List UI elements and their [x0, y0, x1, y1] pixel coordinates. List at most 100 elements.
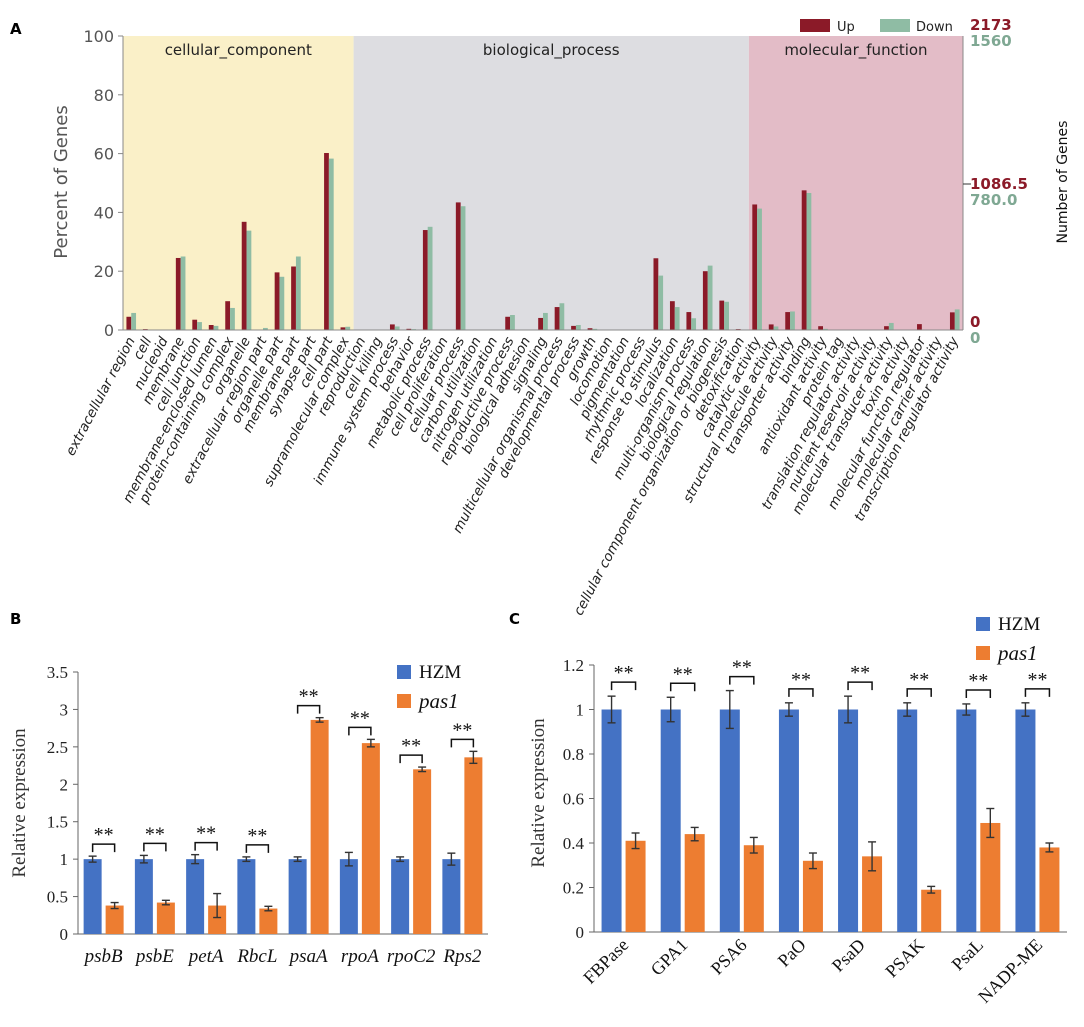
a-y-tick-label: 100	[83, 27, 114, 46]
x-tick-label: petA	[187, 946, 224, 967]
significance-label: **	[299, 686, 319, 708]
y-tick-label: 0	[576, 923, 585, 942]
bar-up	[653, 258, 659, 330]
x-tick-label: rpoA	[341, 946, 379, 967]
significance-label: **	[850, 662, 870, 684]
bar-up	[686, 312, 692, 330]
bar-up	[324, 153, 329, 330]
significance-label: **	[791, 669, 811, 691]
significance-bracket	[194, 841, 218, 851]
y-tick-label: 1	[60, 850, 69, 869]
bar-down	[592, 328, 598, 330]
bar-pas1	[156, 902, 175, 934]
bar-up	[406, 328, 412, 330]
a-x-tick-label: extracellular region	[63, 334, 139, 458]
bar-down	[427, 226, 433, 330]
bar-pas1	[980, 822, 1001, 932]
bar-pas1	[361, 743, 380, 934]
bar-up	[126, 316, 132, 330]
significance-bracket	[788, 688, 814, 697]
molecular-function-bg	[748, 36, 963, 330]
bar-up	[884, 326, 889, 330]
bar-down	[559, 303, 565, 330]
bar-hzm	[339, 859, 358, 934]
bar-pas1	[625, 840, 646, 932]
x-tick-label: PSA6	[707, 935, 751, 979]
a-y-tick-label: 20	[94, 262, 114, 281]
bar-hzm	[660, 709, 681, 932]
legend-hzm-label: HZM	[998, 614, 1040, 635]
bar-down	[575, 325, 581, 330]
legend-down-label: Down	[916, 20, 953, 35]
bar-down	[790, 311, 795, 330]
a-right-axis-label: Number of Genes	[1055, 121, 1071, 244]
legend-hzm-swatch	[976, 617, 990, 631]
significance-bracket	[1024, 688, 1051, 697]
significance-label: **	[350, 707, 370, 729]
cellular-component-bg	[123, 36, 354, 330]
significance-label: **	[94, 824, 114, 846]
bar-up	[669, 301, 675, 330]
bar-up	[340, 327, 346, 330]
a-right-tick-down: 780.0	[970, 191, 1017, 209]
bar-down	[328, 158, 334, 330]
y-tick-label: 0.2	[563, 879, 584, 898]
bar-down	[691, 318, 697, 330]
bar-down	[674, 307, 680, 330]
bar-down	[724, 301, 729, 330]
significance-label: **	[732, 657, 752, 679]
y-tick-label: 0.5	[47, 888, 68, 907]
bar-up	[719, 300, 725, 330]
y-tick-label: 1.5	[47, 813, 68, 832]
significance-label: **	[452, 719, 472, 741]
bar-down	[394, 326, 400, 330]
legend-pas1-swatch	[976, 646, 990, 660]
bar-hzm	[719, 709, 740, 932]
bar-up	[175, 257, 181, 330]
bar-down	[823, 328, 828, 330]
y-tick-label: 3	[60, 700, 69, 719]
y-tick-label: 2.5	[47, 738, 68, 757]
significance-bracket	[91, 843, 116, 853]
bar-pas1	[1039, 847, 1060, 932]
bar-down	[460, 206, 466, 330]
bar-hzm	[897, 709, 918, 932]
bar-pas1	[684, 834, 705, 932]
bar-hzm	[601, 709, 622, 932]
a-right-tick-up: 0	[970, 313, 980, 331]
bar-pas1	[208, 905, 227, 934]
bar-up	[571, 325, 576, 330]
significance-bracket	[348, 726, 372, 736]
bar-up	[768, 324, 774, 330]
bar-up	[917, 324, 922, 330]
legend-down-swatch	[880, 19, 910, 32]
bar-hzm	[391, 859, 410, 934]
significance-bracket	[669, 682, 696, 692]
significance-label: **	[1027, 669, 1047, 691]
panel-b: B 0 0.5 1 1.5 2 2.5 3 3.5 ** psbB ** psbE ** petA ** Rb…	[9, 610, 488, 967]
significance-label: **	[968, 670, 988, 692]
bar-up	[291, 266, 296, 330]
legend-hzm-swatch	[397, 665, 411, 679]
bar-up	[752, 204, 758, 330]
significance-bracket	[610, 681, 637, 691]
group-label: molecular_function	[784, 41, 927, 60]
bar-down	[295, 256, 301, 330]
bar-pas1	[464, 757, 483, 934]
a-y-tick-label: 40	[94, 203, 114, 222]
bar-up	[192, 319, 198, 330]
x-tick-label: rpoC2	[387, 946, 436, 967]
bar-down	[510, 315, 515, 330]
y-tick-label: 3.5	[47, 663, 68, 682]
bar-pas1	[413, 769, 432, 934]
significance-label: **	[909, 669, 929, 691]
bar-up	[702, 271, 708, 330]
bar-down	[888, 322, 894, 330]
bar-up	[538, 317, 543, 330]
y-tick-label: 1	[576, 701, 585, 720]
bar-pas1	[310, 719, 329, 934]
significance-bracket	[143, 842, 167, 852]
significance-label: **	[673, 663, 693, 685]
